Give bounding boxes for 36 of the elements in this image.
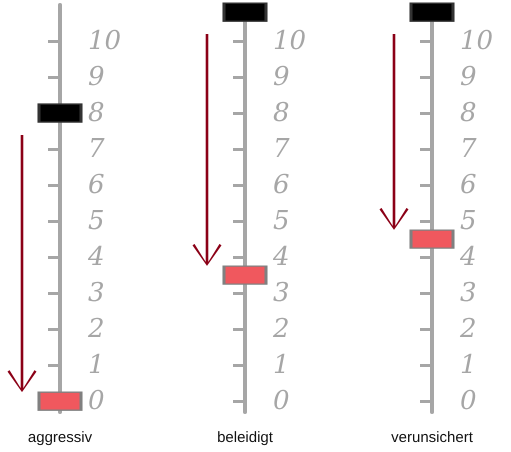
y-tick-label: 0: [273, 386, 290, 416]
y-tick-label: 3: [88, 278, 105, 308]
y-tick-label: 1: [273, 350, 290, 380]
y-tick-label: 7: [460, 134, 477, 164]
y-tick-label: 0: [460, 386, 477, 416]
y-tick-label: 4: [459, 242, 477, 272]
y-tick-label: 6: [88, 170, 105, 200]
y-tick-label: 9: [273, 62, 290, 92]
y-tick-label: 10: [273, 26, 306, 56]
y-tick-label: 10: [88, 26, 122, 56]
y-tick-label: 0: [88, 386, 105, 416]
y-tick-label: 2: [459, 314, 477, 344]
y-tick-label: 7: [273, 134, 290, 164]
y-tick-label: 2: [272, 314, 290, 344]
y-tick-label: 1: [460, 350, 477, 380]
y-tick-label: 4: [272, 242, 290, 272]
y-tick-label: 6: [460, 170, 477, 200]
y-tick-label: 3: [460, 278, 477, 308]
y-tick-label: 9: [460, 62, 477, 92]
y-tick-label: 8: [273, 98, 290, 128]
x-tick-label: aggressiv: [28, 429, 93, 446]
y-tick-label: 6: [273, 170, 290, 200]
x-tick-label: beleidigt: [217, 429, 274, 446]
y-tick-label: 8: [460, 98, 477, 128]
y-tick-label: 4: [87, 242, 105, 272]
y-tick-label: 9: [88, 62, 105, 92]
y-tick-label: 5: [273, 206, 290, 236]
y-tick-label: 10: [460, 26, 494, 56]
x-tick-label: verunsichert: [391, 429, 474, 446]
y-tick-label: 7: [88, 134, 105, 164]
y-tick-label: 5: [460, 206, 477, 236]
y-tick-label: 1: [88, 350, 105, 380]
y-tick-label: 3: [273, 278, 290, 308]
y-tick-label: 2: [87, 314, 105, 344]
y-tick-label: 5: [88, 206, 105, 236]
y-tick-label: 8: [88, 98, 105, 128]
